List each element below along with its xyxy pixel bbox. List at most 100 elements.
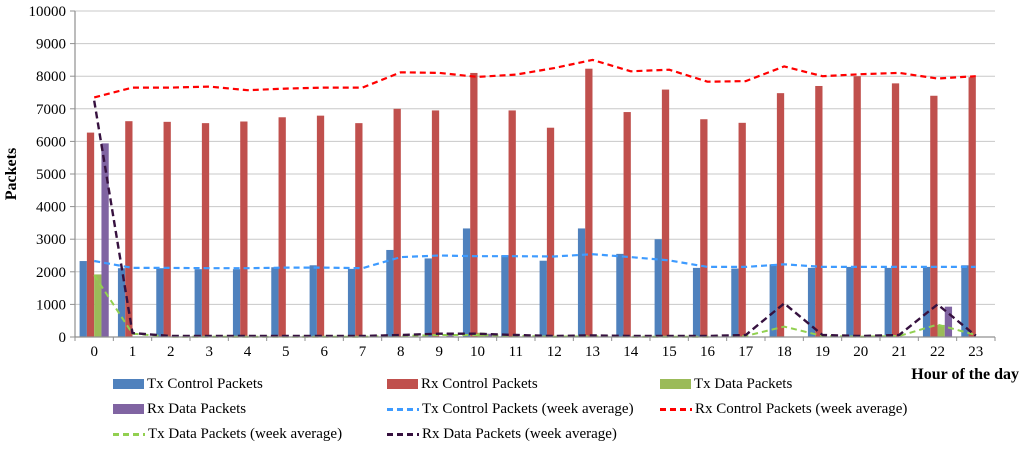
legend-dash-swatch: [387, 432, 419, 436]
bar-tx-control-packets: [347, 268, 356, 337]
x-tick-label: 8: [397, 344, 405, 360]
legend-dash-swatch: [387, 407, 419, 411]
y-axis-title: Packets: [3, 148, 20, 200]
x-tick-label: 2: [167, 344, 175, 360]
x-tick-label: 22: [930, 344, 945, 360]
legend-bar-swatch: [660, 379, 691, 389]
x-tick-label: 5: [282, 344, 290, 360]
bar-rx-control-packets: [623, 112, 631, 337]
x-tick-label: 14: [623, 344, 639, 360]
y-tick-label: 8000: [36, 69, 66, 85]
bar-rx-control-packets: [546, 127, 555, 338]
bar-tx-data-packets: [94, 274, 102, 337]
line-rx-data-packets-week-average: [93, 100, 977, 338]
x-tick-label: 11: [509, 344, 523, 360]
bar-tx-control-packets: [769, 264, 777, 337]
x-tick-label: 0: [90, 344, 98, 360]
legend-label: Rx Data Packets (week average): [422, 426, 617, 442]
legend-rx-control-packets-week-average: Rx Control Packets (week average): [660, 401, 907, 417]
legend-label: Rx Data Packets: [147, 401, 247, 417]
y-tick-label: 6000: [36, 134, 66, 150]
x-tick-label: 23: [968, 344, 983, 360]
bar-tx-control-packets: [577, 228, 586, 337]
legend-label: Rx Control Packets (week average): [695, 401, 908, 417]
legend-label: Tx Control Packets: [147, 376, 263, 392]
y-tick-label: 10000: [29, 4, 67, 20]
y-tick-label: 2000: [36, 265, 66, 281]
x-axis-title: Hour of the day: [911, 366, 1019, 383]
legend-tx-data-packets-week-average: Tx Data Packets (week average): [113, 426, 342, 442]
legend-bar-swatch: [113, 404, 144, 414]
bar-tx-control-packets: [386, 249, 394, 337]
bar-rx-control-packets: [431, 110, 440, 338]
line-tx-data-packets-week-average: [93, 274, 977, 338]
bar-rx-control-packets: [86, 132, 95, 337]
y-tick-label: 3000: [36, 232, 66, 248]
bar-rx-control-packets: [585, 68, 593, 337]
legend-label: Tx Data Packets: [694, 376, 793, 392]
bar-tx-control-packets: [616, 253, 624, 337]
y-tick-label: 1000: [36, 297, 66, 313]
bar-tx-control-packets: [501, 255, 509, 337]
bar-tx-control-packets: [117, 268, 126, 337]
bar-rx-control-packets: [470, 72, 478, 337]
bar-tx-data-packets: [937, 324, 945, 337]
bar-tx-control-packets: [654, 239, 662, 337]
legend-bar-swatch: [387, 379, 418, 389]
y-tick-label: 7000: [36, 102, 66, 118]
bar-rx-control-packets: [968, 77, 976, 338]
x-tick-label: 20: [853, 344, 868, 360]
legend-label: Tx Data Packets (week average): [148, 426, 343, 442]
x-tick-label: 18: [777, 344, 792, 360]
y-tick-label: 0: [59, 330, 67, 346]
bar-rx-control-packets: [891, 83, 900, 338]
x-tick-label: 16: [700, 344, 716, 360]
bar-tx-control-packets: [156, 268, 164, 337]
line-rx-control-packets-week-average: [93, 58, 976, 99]
bar-tx-control-packets: [539, 260, 547, 337]
y-tick-label: 5000: [36, 167, 66, 183]
bar-rx-control-packets: [815, 85, 823, 337]
bar-tx-control-packets: [424, 258, 432, 337]
x-tick-label: 17: [738, 344, 754, 360]
bar-rx-control-packets: [201, 123, 210, 337]
bar-rx-control-packets: [163, 121, 171, 337]
legend-dash-swatch: [660, 407, 692, 411]
bar-rx-control-packets: [930, 95, 938, 337]
x-tick-label: 6: [320, 344, 328, 360]
y-tick-label: 9000: [36, 37, 66, 53]
x-tick-label: 1: [129, 344, 137, 360]
legend-tx-control-packets: Tx Control Packets: [113, 376, 263, 392]
legend-tx-data-packets: Tx Data Packets: [660, 376, 792, 392]
bar-rx-control-packets: [316, 115, 325, 338]
bar-tx-control-packets: [271, 267, 279, 337]
x-tick-label: 7: [359, 344, 367, 360]
x-tick-label: 4: [244, 344, 252, 360]
x-tick-label: 13: [585, 344, 600, 360]
bar-rx-data-packets: [944, 306, 953, 337]
x-tick-label: 19: [815, 344, 830, 360]
bar-tx-control-packets: [692, 267, 701, 337]
bar-tx-control-packets: [232, 269, 241, 337]
bar-rx-control-packets: [355, 123, 363, 337]
bar-tx-control-packets: [807, 267, 816, 337]
bar-tx-control-packets: [79, 261, 87, 337]
bar-tx-control-packets: [884, 267, 892, 337]
bar-rx-control-packets: [738, 122, 746, 337]
bar-tx-control-packets: [846, 266, 854, 337]
x-tick-label: 3: [205, 344, 213, 360]
bar-rx-control-packets: [776, 93, 785, 338]
line-tx-control-packets-week-average: [94, 253, 976, 270]
legend-rx-data-packets: Rx Data Packets: [113, 401, 246, 417]
legend-rx-data-packets-week-average: Rx Data Packets (week average): [387, 426, 617, 442]
bar-rx-data-packets: [484, 333, 493, 337]
bar-tx-control-packets: [194, 269, 202, 337]
x-tick-label: 10: [470, 344, 485, 360]
bar-rx-control-packets: [278, 117, 286, 337]
bar-tx-control-packets: [922, 266, 931, 337]
y-tick-label: 4000: [36, 200, 66, 216]
bar-tx-control-packets: [309, 265, 317, 337]
legend-rx-control-packets: Rx Control Packets: [387, 376, 538, 392]
legend-label: Tx Control Packets (week average): [422, 401, 634, 417]
